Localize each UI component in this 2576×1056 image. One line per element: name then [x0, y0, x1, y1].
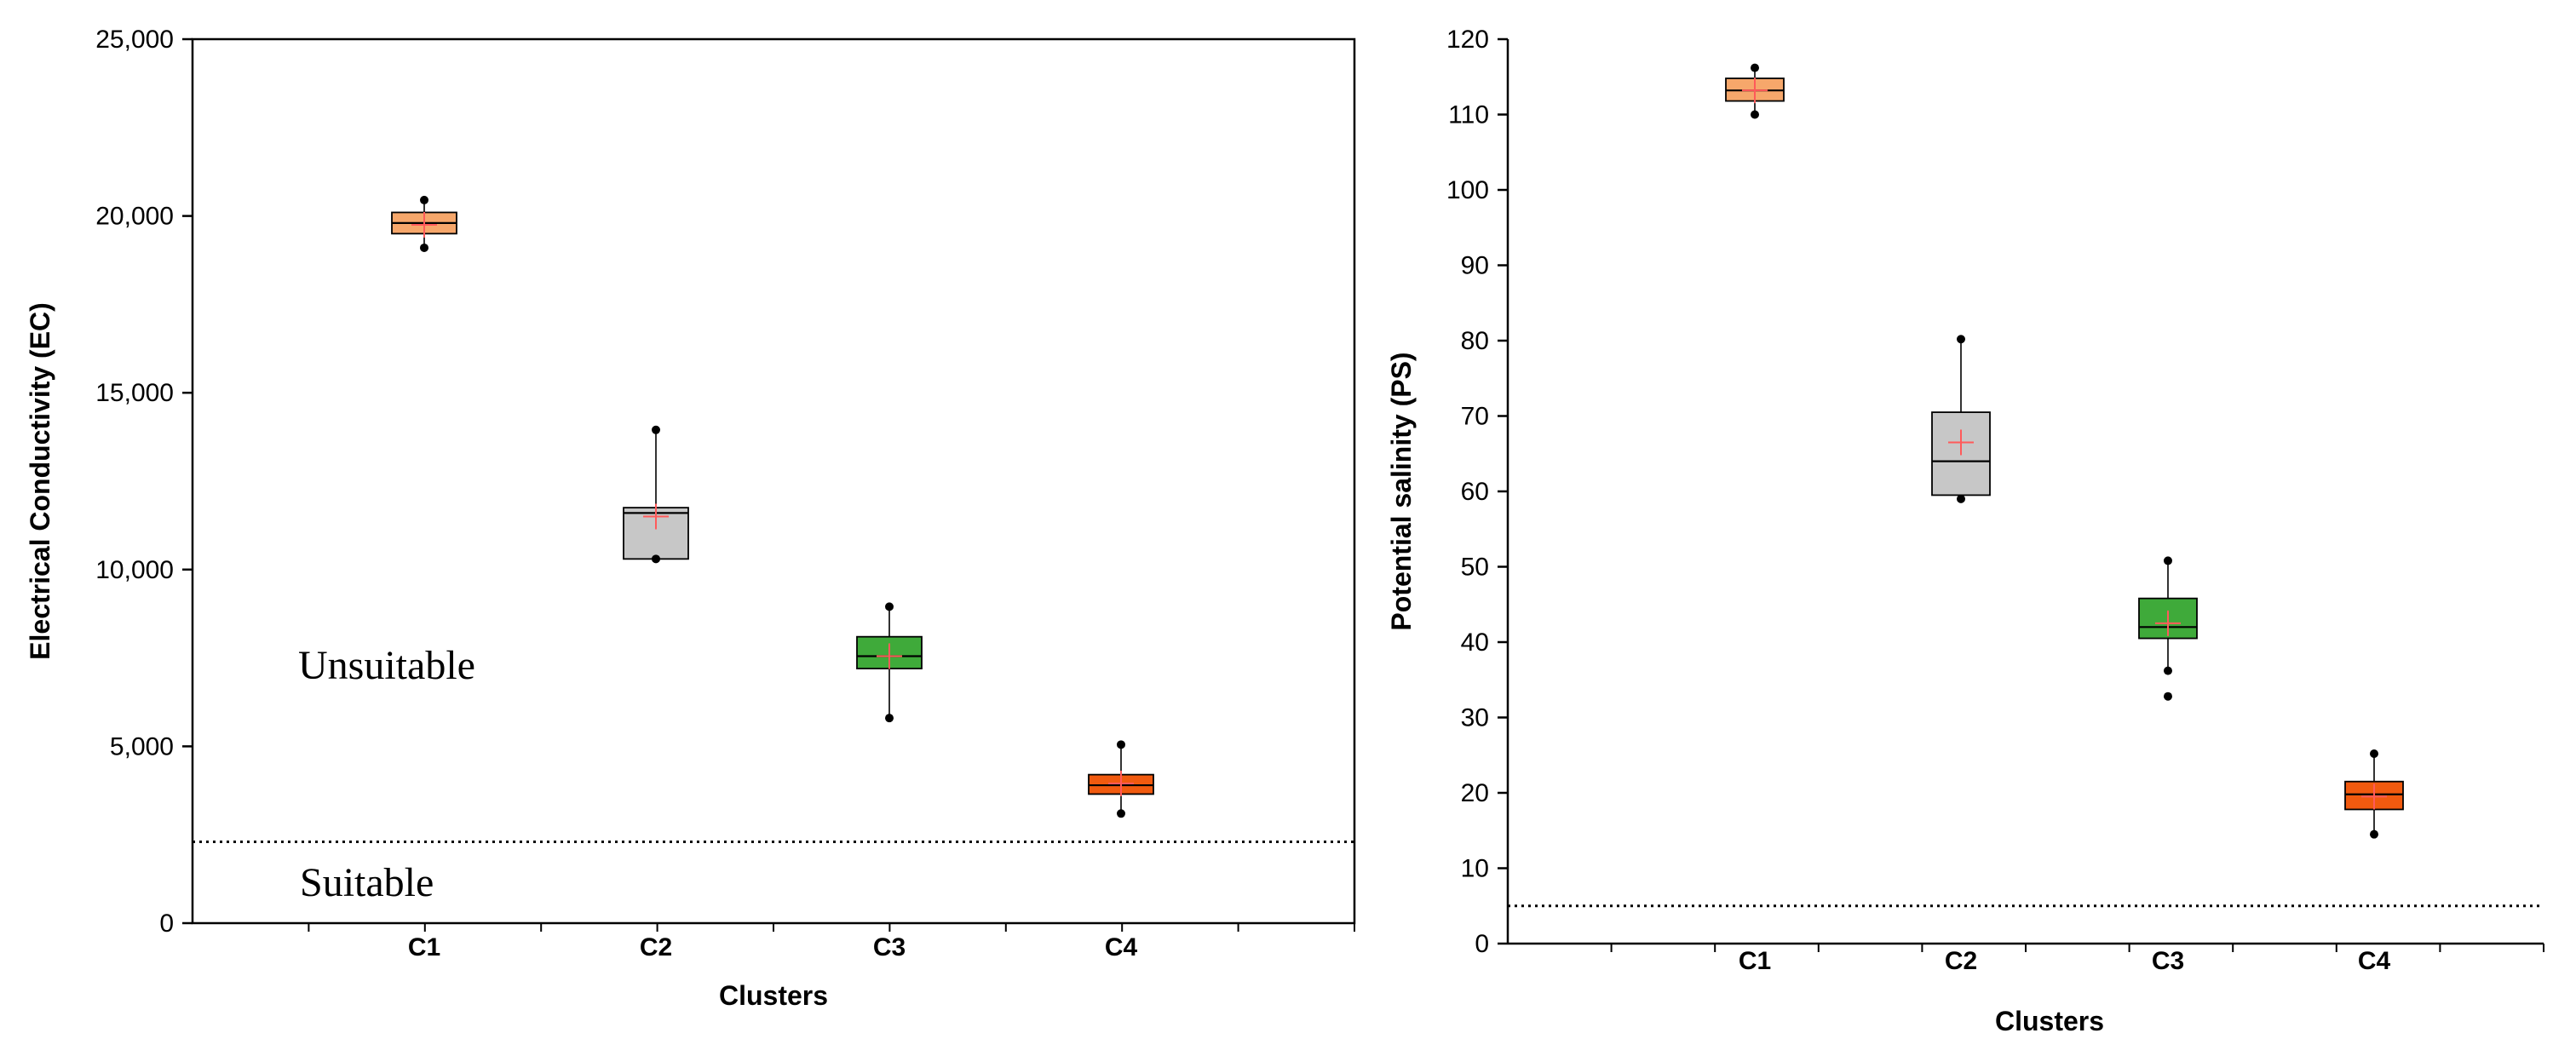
ps-box-c2-max-point: [1957, 335, 1965, 344]
ps-box-c3-max-point: [2164, 556, 2172, 565]
ec-box-c2-min-point: [652, 554, 660, 564]
ps-y-tick-label: 100: [1446, 176, 1489, 204]
ec-box-c4: [1088, 740, 1154, 818]
ec-box-c2-max-point: [652, 425, 660, 434]
ec-box-c4-max-point: [1117, 740, 1125, 749]
ps-y-tick-label: 110: [1448, 101, 1489, 129]
ps-box-c3-min-point: [2164, 666, 2172, 675]
annotation-unsuitable: Unsuitable: [298, 643, 475, 688]
ps-y-tick-label: 90: [1461, 252, 1489, 280]
ec-box-c1-max-point: [420, 195, 428, 204]
ec-y-tick-label: 5,000: [110, 732, 174, 760]
ec-y-axis-title: Electrical Conductivity (EC): [25, 302, 55, 660]
ps-y-tick-label: 50: [1461, 554, 1489, 582]
ps-box-c4-min-point: [2370, 829, 2378, 839]
ps-y-tick-label: 40: [1461, 628, 1489, 657]
ec-y-tick-label: 20,000: [95, 203, 174, 231]
ps-category-label-c1: C1: [1739, 947, 1771, 975]
ps-box-c4-max-point: [2370, 749, 2378, 758]
ec-box-c2: [623, 425, 689, 564]
ps-y-tick-label: 0: [1475, 930, 1489, 958]
ec-category-label-c2: C2: [640, 933, 672, 961]
ps-x-axis-title: Clusters: [1995, 1006, 2104, 1036]
ps-y-tick-label: 60: [1461, 478, 1489, 506]
ec-category-label-c1: C1: [408, 933, 440, 961]
annotation-suitable: Suitable: [300, 860, 434, 905]
ec-category-label-c4: C4: [1105, 933, 1138, 961]
ec-box-c3-max-point: [885, 602, 894, 611]
ec-box-c1: [391, 195, 457, 252]
ec-y-tick-label: 10,000: [95, 556, 174, 584]
ps-box-c3: [2138, 556, 2198, 701]
ps-category-label-c2: C2: [1945, 947, 1977, 975]
ps-y-tick-label: 80: [1461, 327, 1489, 355]
ec-box-c3: [856, 602, 923, 723]
ps-y-tick-label: 120: [1446, 26, 1489, 54]
ps-box-c2: [1931, 335, 1991, 503]
ec-y-tick-label: 25,000: [95, 26, 174, 54]
ec-x-axis-title: Clusters: [719, 980, 828, 1011]
ps-box-c2-min-point: [1957, 494, 1965, 503]
ps-category-label-c3: C3: [2152, 947, 2184, 975]
ec-box-c4-min-point: [1117, 809, 1125, 818]
ps-y-tick-label: 20: [1461, 779, 1489, 807]
ec-box-c1-min-point: [420, 243, 428, 252]
ps-y-axis-title: Potential salinity (PS): [1386, 352, 1417, 630]
ec-category-label-c3: C3: [873, 933, 906, 961]
ps-box-c1: [1725, 63, 1785, 119]
ps-box-c4: [2344, 749, 2404, 839]
ps-chart: 0 10 20 30 40 50 60 70 80 90 100 110 120 C1 C2 C3 C4 Cl…: [1386, 26, 2544, 1036]
ps-box-c3-outlier-point: [2164, 692, 2172, 701]
ps-box-c1-max-point: [1751, 63, 1759, 72]
ps-y-tick-label: 30: [1461, 704, 1489, 732]
ps-y-tick-label: 10: [1461, 855, 1489, 883]
ps-box-c1-min-point: [1751, 110, 1759, 119]
ec-y-tick-label: 15,000: [95, 379, 174, 407]
ec-box-c3-min-point: [885, 714, 894, 723]
ec-plot-frame: [191, 37, 1356, 925]
ps-y-tick-label: 70: [1461, 403, 1489, 431]
ec-y-tick-label: 0: [159, 910, 174, 938]
ps-category-label-c4: C4: [2358, 947, 2391, 975]
